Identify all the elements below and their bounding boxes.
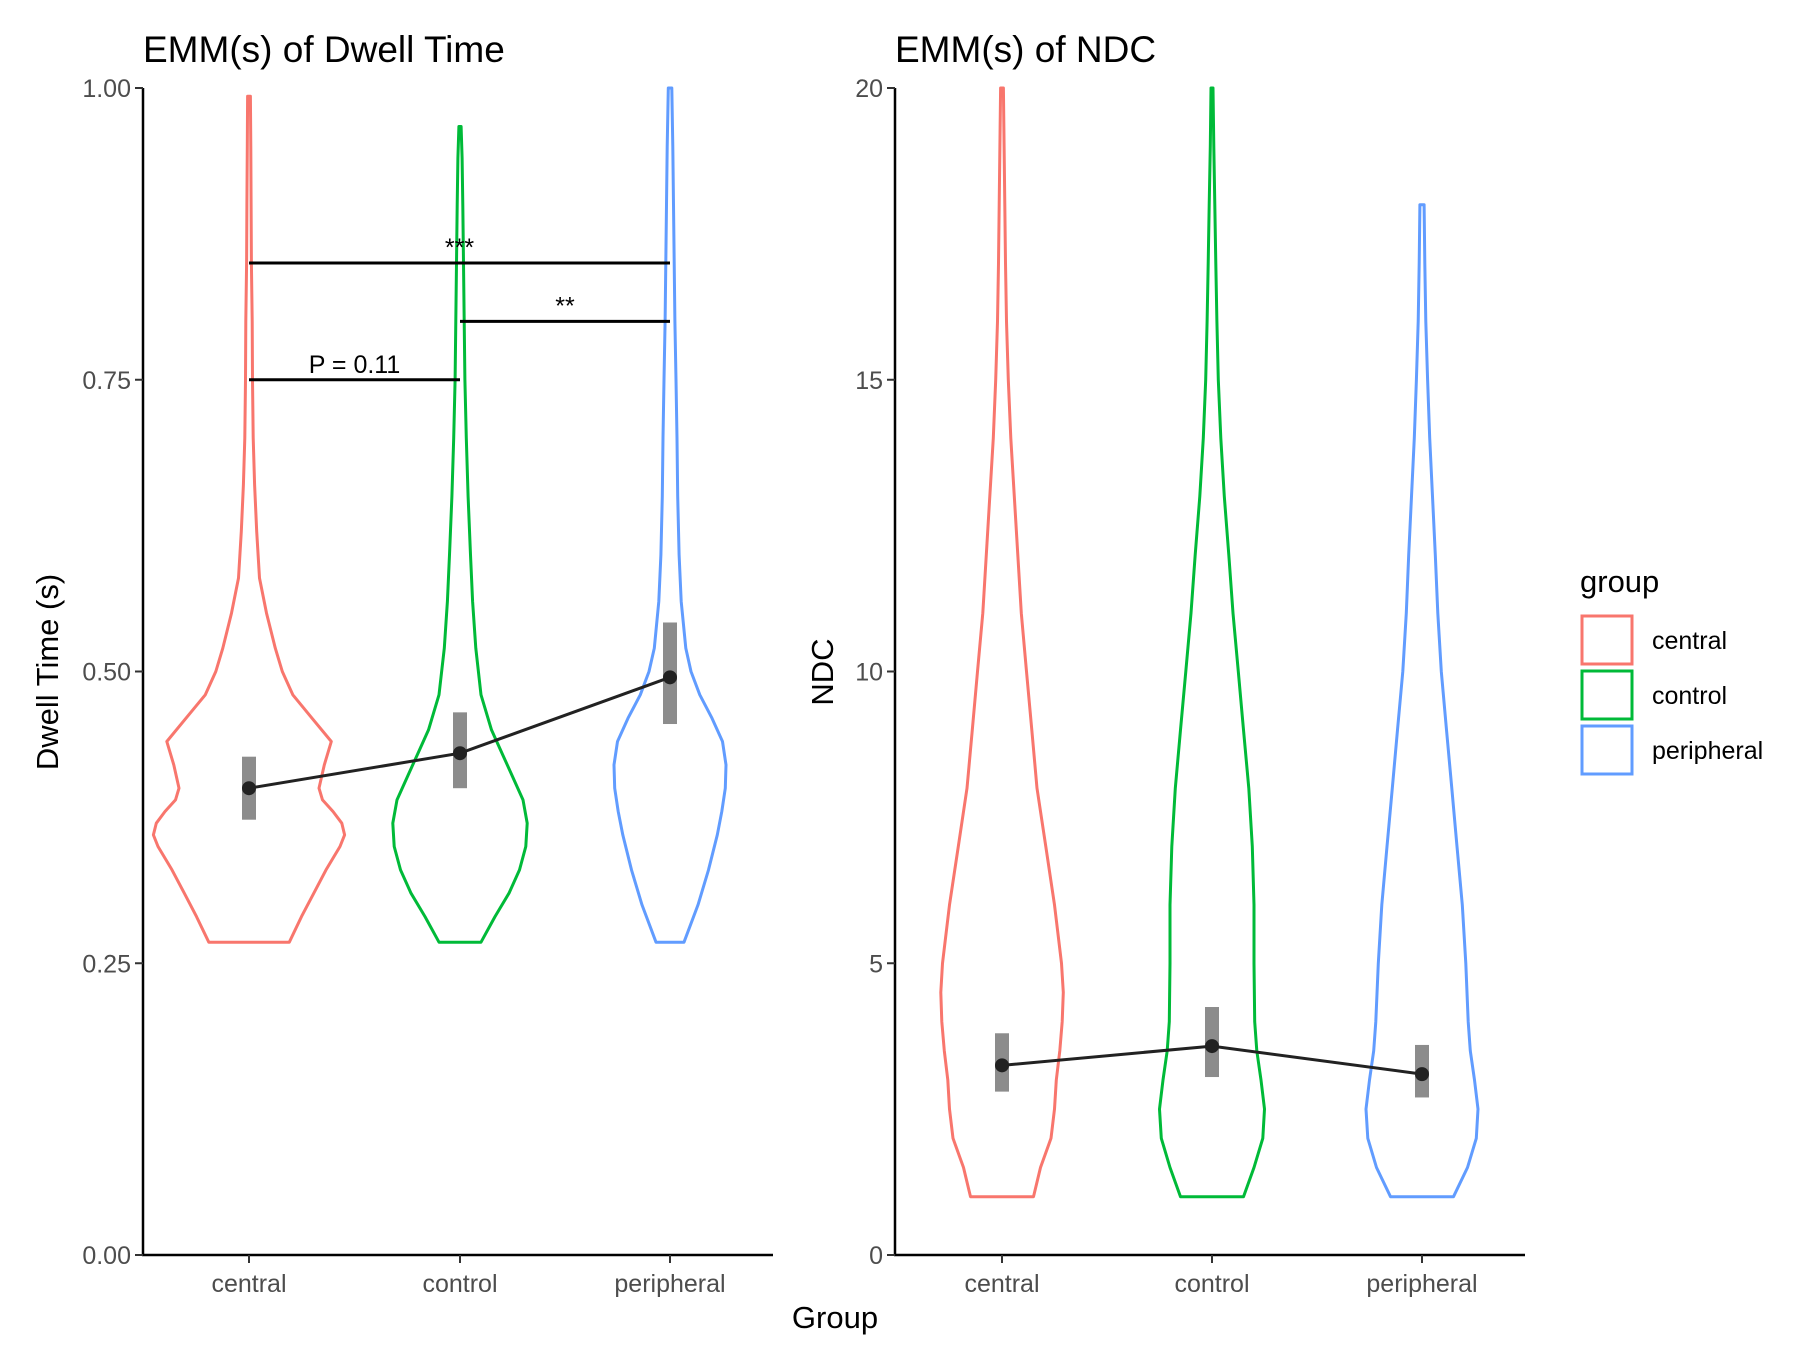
- x-tick-label: control: [422, 1270, 497, 1298]
- x-tick-label: peripheral: [1366, 1270, 1477, 1298]
- y-tick-label: 0.00: [82, 1242, 131, 1270]
- emm-point-control: [1205, 1039, 1219, 1054]
- panel1-title: EMM(s) of Dwell Time: [143, 29, 505, 70]
- panel2-x-ticks: central control peripheral: [964, 1255, 1478, 1298]
- legend-key-control: [1580, 669, 1634, 721]
- y-tick-label: 5: [869, 950, 883, 978]
- legend-label: peripheral: [1652, 737, 1763, 765]
- emm-point-central: [995, 1058, 1009, 1073]
- panel2-title: EMM(s) of NDC: [895, 29, 1156, 70]
- panel-dwell-time: EMM(s) of Dwell Time *****P = 0.11 0.000…: [30, 29, 773, 1298]
- shared-x-axis-title: Group: [792, 1300, 878, 1335]
- legend: group central control peripheral: [1580, 564, 1763, 776]
- emm-point-central: [242, 781, 256, 796]
- significance-label: **: [555, 292, 575, 320]
- legend-key-central: [1580, 614, 1634, 666]
- panel1-y-axis-title: Dwell Time (s): [30, 574, 65, 770]
- legend-label: central: [1652, 627, 1727, 655]
- violin-peripheral: [1364, 203, 1480, 1199]
- y-tick-label: 0.50: [82, 659, 131, 687]
- emm-point-peripheral: [1415, 1067, 1429, 1082]
- y-tick-label: 1.00: [82, 75, 131, 103]
- legend-key-peripheral: [1580, 724, 1634, 776]
- panel1-x-ticks: central control peripheral: [211, 1255, 726, 1298]
- panel1-emm: [242, 622, 677, 820]
- violin-central: [939, 86, 1065, 1199]
- panel2-emm: [995, 1007, 1429, 1098]
- y-tick-label: 0: [869, 1242, 883, 1270]
- violin-control: [391, 125, 529, 944]
- y-tick-label: 0.75: [82, 367, 131, 395]
- significance-label: P = 0.11: [309, 351, 401, 379]
- emm-point-control: [453, 746, 467, 761]
- x-tick-label: peripheral: [614, 1270, 725, 1298]
- y-tick-label: 15: [855, 367, 883, 395]
- violin-peripheral: [612, 86, 728, 944]
- y-tick-label: 0.25: [82, 950, 131, 978]
- y-tick-label: 10: [855, 659, 883, 687]
- violin-central: [151, 94, 347, 944]
- x-tick-label: central: [964, 1270, 1039, 1298]
- legend-items: central control peripheral: [1580, 614, 1763, 776]
- panel1-annotations: *****P = 0.11: [249, 234, 670, 382]
- x-tick-label: central: [211, 1270, 286, 1298]
- panel1-y-ticks: 0.00 0.25 0.50 0.75 1.00: [82, 75, 143, 1270]
- panel-ndc: EMM(s) of NDC 0 5 10 15 20 central control per…: [805, 29, 1525, 1298]
- y-tick-label: 20: [855, 75, 883, 103]
- panel1-violins: [151, 86, 728, 944]
- legend-title: group: [1580, 564, 1659, 599]
- panel2-y-ticks: 0 5 10 15 20: [855, 75, 895, 1270]
- panel2-violins: [939, 86, 1480, 1199]
- significance-label: ***: [445, 234, 474, 262]
- panel2-y-axis-title: NDC: [805, 638, 840, 705]
- x-tick-label: control: [1174, 1270, 1249, 1298]
- legend-label: control: [1652, 682, 1727, 710]
- violin-control: [1158, 86, 1266, 1199]
- emm-point-peripheral: [663, 670, 677, 685]
